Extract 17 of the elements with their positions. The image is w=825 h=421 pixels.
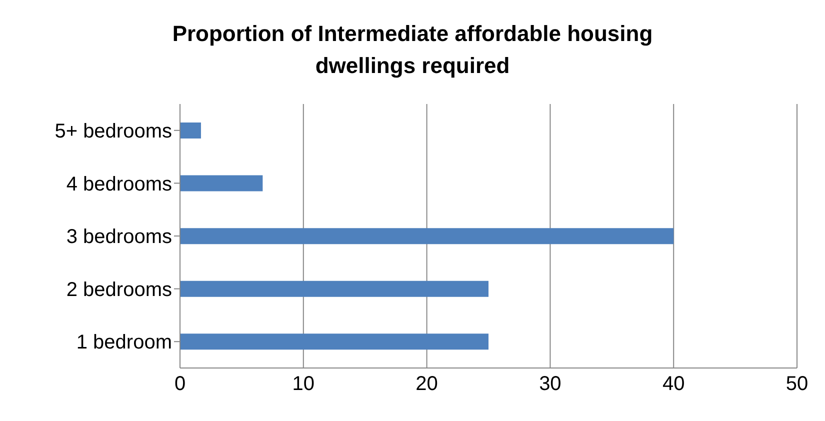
x-tick-label: 50 xyxy=(786,373,808,396)
chart-title: Proportion of Intermediate affordable housing dwellings required xyxy=(171,20,654,80)
x-tick-label: 30 xyxy=(539,373,562,396)
x-tick-label: 10 xyxy=(292,373,315,396)
y-tick-label: 5+ bedrooms xyxy=(54,120,172,142)
y-tick-label: 2 bedrooms xyxy=(66,278,172,301)
bar xyxy=(180,228,674,244)
bar xyxy=(180,334,488,350)
y-tick-label: 4 bedrooms xyxy=(66,173,172,196)
y-tick-label: 1 bedroom xyxy=(76,332,172,354)
bar xyxy=(180,122,201,138)
y-tick-label: 3 bedrooms xyxy=(66,226,172,248)
bar xyxy=(180,280,488,297)
x-tick-label: 40 xyxy=(662,373,685,396)
x-tick-label: 0 xyxy=(174,373,186,396)
x-tick-label: 20 xyxy=(416,373,438,396)
bar xyxy=(180,175,263,192)
